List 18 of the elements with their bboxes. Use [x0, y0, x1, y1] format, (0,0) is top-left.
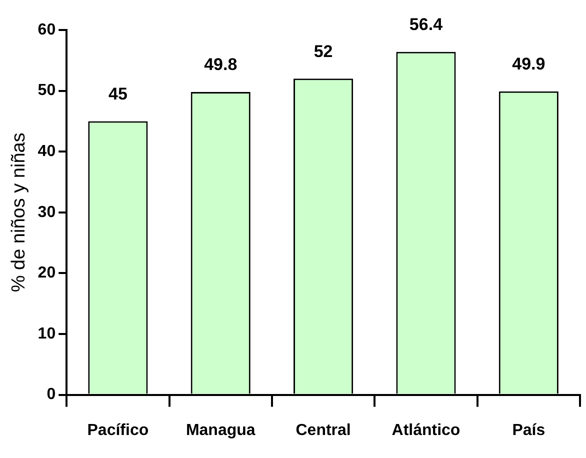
y-tick-label: 10 [38, 325, 56, 342]
y-tick-label: 60 [38, 21, 56, 38]
y-tick-label: 40 [38, 143, 56, 160]
y-tick-label: 0 [46, 386, 56, 404]
x-tick-label: Managua [186, 422, 256, 439]
x-tick-label: Central [296, 422, 351, 439]
x-tick-label: Pacífico [87, 422, 149, 439]
y-tick-label: 30 [38, 204, 56, 221]
x-tick-label: País [512, 422, 546, 439]
y-axis-title: % de niños y niñas [8, 132, 30, 292]
data-label: 45 [108, 84, 128, 104]
data-label: 49.9 [512, 54, 546, 74]
data-label: 56.4 [409, 15, 444, 34]
y-tick-label: 20 [38, 264, 56, 282]
data-label: 49.8 [204, 55, 238, 74]
x-tick-label: Atlántico [392, 422, 460, 439]
data-label: 52 [314, 42, 333, 61]
y-tick-label: 50 [38, 82, 56, 100]
